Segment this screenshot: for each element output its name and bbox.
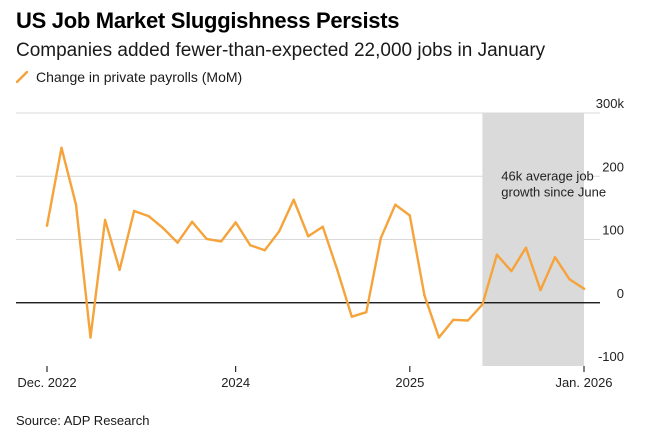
y-tick-label: 300k [596,96,625,111]
data-point [568,278,571,281]
data-point [234,221,237,224]
data-point [161,226,165,230]
data-point [539,288,542,292]
data-point [45,224,49,227]
data-point [321,225,324,229]
data-point [132,209,136,213]
data-point [379,237,383,240]
data-point [74,203,78,206]
data-point [263,249,266,252]
data-point [278,230,281,233]
data-point [510,269,513,273]
x-axis-group: Dec. 2022 2024 2025 Jan. 2026 [17,366,613,390]
data-point [307,235,310,238]
data-point [394,203,397,206]
series-line-private-payrolls [45,146,586,339]
y-tick-label: -100 [598,349,624,364]
data-point [219,240,223,243]
data-point [452,318,455,322]
chart-subtitle: Companies added fewer-than-expected 22,0… [16,40,546,61]
data-point [481,303,484,306]
y-tick-label: 200 [602,159,624,174]
data-point [350,315,353,318]
data-point [176,241,179,244]
x-tick-label: 2024 [221,375,250,390]
data-point [495,253,499,256]
x-tick-label: 2025 [395,375,424,390]
data-point [118,268,121,272]
legend-line-swatch-icon [16,71,28,83]
data-point [248,243,252,247]
series-group [45,146,586,339]
annotation-group: 46k average job growth since June [501,169,606,200]
x-tick-label: Dec. 2022 [17,375,76,390]
data-point [423,293,426,297]
legend: Change in private payrolls (MoM) [16,69,242,85]
data-point [292,198,295,201]
gridlines-group [16,112,600,304]
data-point [89,336,92,339]
data-point [103,218,107,222]
data-point [147,214,150,218]
annotation-text: 46k average job growth since June [501,169,606,200]
x-tick-label: Jan. 2026 [555,375,612,390]
annotation-line: 46k average job [501,169,594,184]
data-point [190,220,194,223]
legend-label: Change in private payrolls (MoM) [36,69,243,85]
data-point [408,214,412,217]
data-point [524,246,528,249]
y-tick-label: 0 [617,286,624,301]
data-point [60,146,63,149]
data-point [466,319,470,322]
chart-title: US Job Market Sluggishness Persists [16,8,400,33]
data-point [365,311,368,314]
y-tick-label: 100 [602,223,624,238]
data-point [437,336,441,339]
data-point [336,268,339,272]
data-point [582,287,586,291]
y-axis-labels-group: -100 0 100 200 300k [596,96,625,364]
data-point [553,256,557,259]
source-note: Source: ADP Research [16,413,150,428]
annotation-line: growth since June [501,185,606,200]
data-point [205,237,208,241]
